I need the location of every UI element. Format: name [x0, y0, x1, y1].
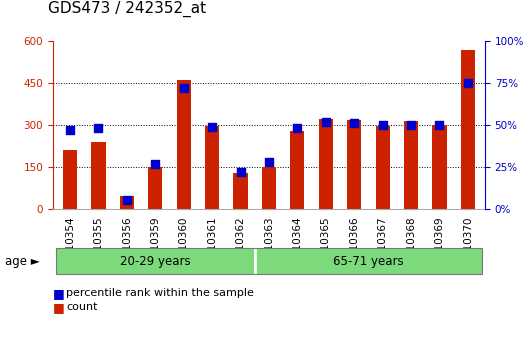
Point: [180, 86, 188, 91]
Point: [293, 126, 302, 131]
Text: age ►: age ►: [5, 255, 40, 268]
Point: [435, 122, 444, 128]
Bar: [290, 131, 305, 209]
Point: [350, 121, 358, 126]
Point: [208, 124, 216, 129]
Point: [322, 119, 330, 125]
Bar: [461, 50, 475, 209]
Text: count: count: [66, 302, 98, 312]
Point: [464, 80, 472, 86]
Bar: [319, 119, 333, 209]
Bar: [376, 126, 390, 209]
Point: [151, 161, 160, 166]
Text: ■: ■: [53, 300, 65, 314]
Text: ■: ■: [53, 287, 65, 300]
Bar: [176, 80, 191, 209]
Bar: [120, 196, 134, 209]
Bar: [432, 125, 447, 209]
Point: [66, 127, 74, 133]
Bar: [347, 120, 361, 209]
Point: [236, 169, 245, 175]
Bar: [262, 167, 276, 209]
Bar: [205, 127, 219, 209]
Text: 65-71 years: 65-71 years: [333, 255, 404, 268]
Point: [94, 126, 103, 131]
Bar: [63, 150, 77, 209]
Bar: [404, 121, 418, 209]
Text: 20-29 years: 20-29 years: [120, 255, 191, 268]
Point: [407, 122, 416, 128]
Bar: [233, 173, 248, 209]
Point: [265, 159, 273, 165]
Bar: [148, 167, 162, 209]
Text: GDS473 / 242352_at: GDS473 / 242352_at: [48, 1, 206, 17]
Point: [122, 198, 131, 203]
Bar: [91, 142, 105, 209]
Text: percentile rank within the sample: percentile rank within the sample: [66, 288, 254, 298]
Point: [378, 122, 387, 128]
